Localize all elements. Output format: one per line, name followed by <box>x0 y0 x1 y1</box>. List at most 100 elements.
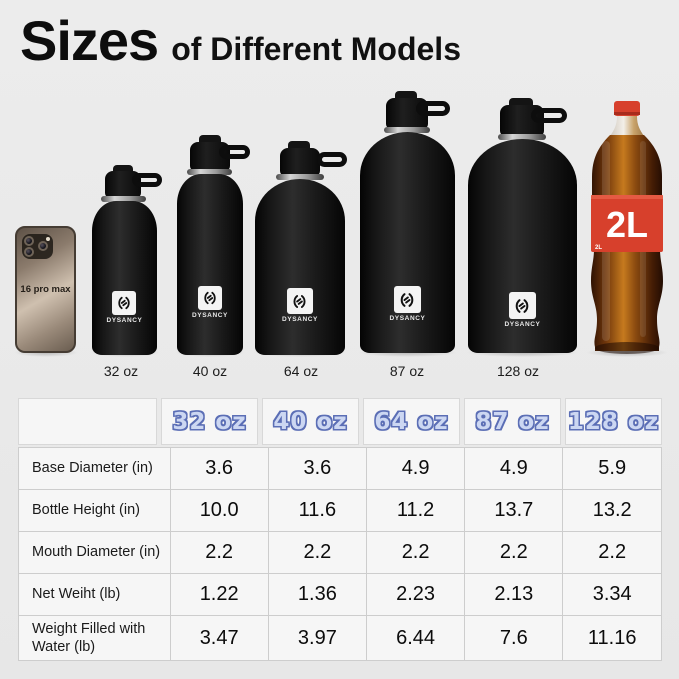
camera-lens-icon <box>24 236 34 246</box>
cell-value: 2.2 <box>464 531 564 574</box>
cell-value: 13.7 <box>464 489 564 532</box>
brand-logo-icon <box>112 291 137 315</box>
title-main: Sizes <box>20 9 159 72</box>
phone-label: 16 pro max <box>20 284 71 295</box>
bottle-body: DYSANCY <box>360 132 455 353</box>
phone-camera-module <box>22 234 53 259</box>
cell-value: 11.2 <box>365 489 466 532</box>
cell-value: 1.22 <box>169 573 269 616</box>
title-subtitle: of Different Models <box>171 31 461 67</box>
soda-label <box>591 195 663 252</box>
bottle-steel-ring <box>276 174 324 180</box>
size-caption-40oz: 40 oz <box>192 363 228 379</box>
bottle-body: DYSANCY <box>92 201 157 355</box>
size-caption-87oz: 87 oz <box>389 363 425 379</box>
bottle-lid-handle <box>416 101 450 116</box>
table-row: Net Weiht (lb) 1.22 1.36 2.23 2.13 3.34 <box>18 573 662 616</box>
row-label: Bottle Height (in) <box>18 489 171 532</box>
cell-value: 11.6 <box>267 489 367 532</box>
cell-value: 11.16 <box>562 615 662 661</box>
brand-logo-icon <box>508 292 536 319</box>
table-header-40oz: 40 oz <box>262 398 359 445</box>
table-row: Weight Filled with Water (lb) 3.47 3.97 … <box>18 615 662 661</box>
table-header-87oz: 87 oz <box>464 398 561 445</box>
brand-logo-text: DYSANCY <box>389 315 426 322</box>
bottle-lid-handle <box>132 173 162 187</box>
bottle-body: DYSANCY <box>468 139 577 353</box>
camera-flash-icon <box>46 237 50 241</box>
bottle-lid-knob <box>509 98 533 107</box>
cell-value: 3.6 <box>267 447 367 490</box>
table-header-128oz: 128 oz <box>565 398 662 445</box>
soda-neck <box>610 116 644 136</box>
soda-label-text: 2L <box>606 204 648 245</box>
phone-16-pro-max: 16 pro max <box>15 226 76 353</box>
brand-logo: DYSANCY <box>390 286 426 322</box>
cell-value: 3.34 <box>562 573 662 616</box>
cell-value: 7.6 <box>464 615 564 661</box>
brand-logo: DYSANCY <box>282 288 318 323</box>
brand-logo-text: DYSANCY <box>106 317 143 324</box>
cell-value: 3.97 <box>267 615 367 661</box>
brand-logo-icon <box>197 286 222 310</box>
cell-value: 2.2 <box>267 531 367 574</box>
cell-value: 5.9 <box>562 447 662 490</box>
bottle-lid-cap <box>280 148 320 176</box>
bottle-body: DYSANCY <box>177 174 243 355</box>
cell-value: 4.9 <box>365 447 466 490</box>
bottle-lid-knob <box>113 165 133 173</box>
size-caption-128oz: 128 oz <box>496 363 540 379</box>
bottle-steel-ring <box>384 127 430 133</box>
soda-label-small-text: 2L <box>595 245 602 251</box>
brand-logo: DYSANCY <box>107 291 143 324</box>
brand-logo: DYSANCY <box>505 292 541 328</box>
spec-table: Base Diameter (in) 3.6 3.6 4.9 4.9 5.9 B… <box>18 447 662 661</box>
cell-value: 13.2 <box>562 489 662 532</box>
cell-value: 2.2 <box>562 531 662 574</box>
cell-value: 2.23 <box>365 573 466 616</box>
page-title: Sizes of Different Models <box>20 8 461 73</box>
row-label: Base Diameter (in) <box>18 447 171 490</box>
brand-logo-text: DYSANCY <box>504 321 541 328</box>
bottle-steel-ring <box>101 196 146 202</box>
spec-table-header: 32 oz 40 oz 64 oz 87 oz 128 oz <box>18 398 662 445</box>
table-header-32oz: 32 oz <box>161 398 258 445</box>
table-row: Mouth Diameter (in) 2.2 2.2 2.2 2.2 2.2 <box>18 531 662 574</box>
size-caption-32oz: 32 oz <box>103 363 139 379</box>
cell-value: 2.2 <box>365 531 466 574</box>
bottle-lid-handle <box>317 152 347 167</box>
row-label: Weight Filled with Water (lb) <box>18 615 171 661</box>
brand-logo: DYSANCY <box>192 286 228 319</box>
row-label: Net Weiht (lb) <box>18 573 171 616</box>
brand-logo-icon <box>393 286 421 313</box>
table-row: Bottle Height (in) 10.0 11.6 11.2 13.7 1… <box>18 489 662 532</box>
table-corner-cell <box>18 398 157 445</box>
bottle-body: DYSANCY <box>255 179 345 355</box>
camera-lens-icon <box>38 241 48 251</box>
bottle-steel-ring <box>498 134 546 140</box>
bottle-steel-ring <box>187 169 232 175</box>
brand-logo-text: DYSANCY <box>282 316 318 323</box>
bottle-lid-handle <box>531 108 567 123</box>
cell-value: 6.44 <box>365 615 466 661</box>
cell-value: 3.47 <box>169 615 269 661</box>
cell-value: 4.9 <box>464 447 564 490</box>
cell-value: 3.6 <box>169 447 269 490</box>
table-header-64oz: 64 oz <box>363 398 460 445</box>
bottle-lid-handle <box>219 145 250 159</box>
soda-bottle-2l: 2L 2L <box>591 101 663 354</box>
brand-logo-icon <box>286 288 313 314</box>
cell-value: 2.2 <box>169 531 269 574</box>
brand-logo-text: DYSANCY <box>192 312 228 319</box>
row-label: Mouth Diameter (in) <box>18 531 171 574</box>
cell-value: 2.13 <box>464 573 564 616</box>
cell-value: 10.0 <box>169 489 269 532</box>
table-row: Base Diameter (in) 3.6 3.6 4.9 4.9 5.9 <box>18 447 662 490</box>
camera-lens-icon <box>24 247 34 257</box>
bottle-lid-knob <box>288 141 310 150</box>
size-caption-64oz: 64 oz <box>283 363 319 379</box>
bottle-lid-knob <box>395 91 417 100</box>
cell-value: 1.36 <box>267 573 367 616</box>
bottle-lid-knob <box>199 135 221 144</box>
